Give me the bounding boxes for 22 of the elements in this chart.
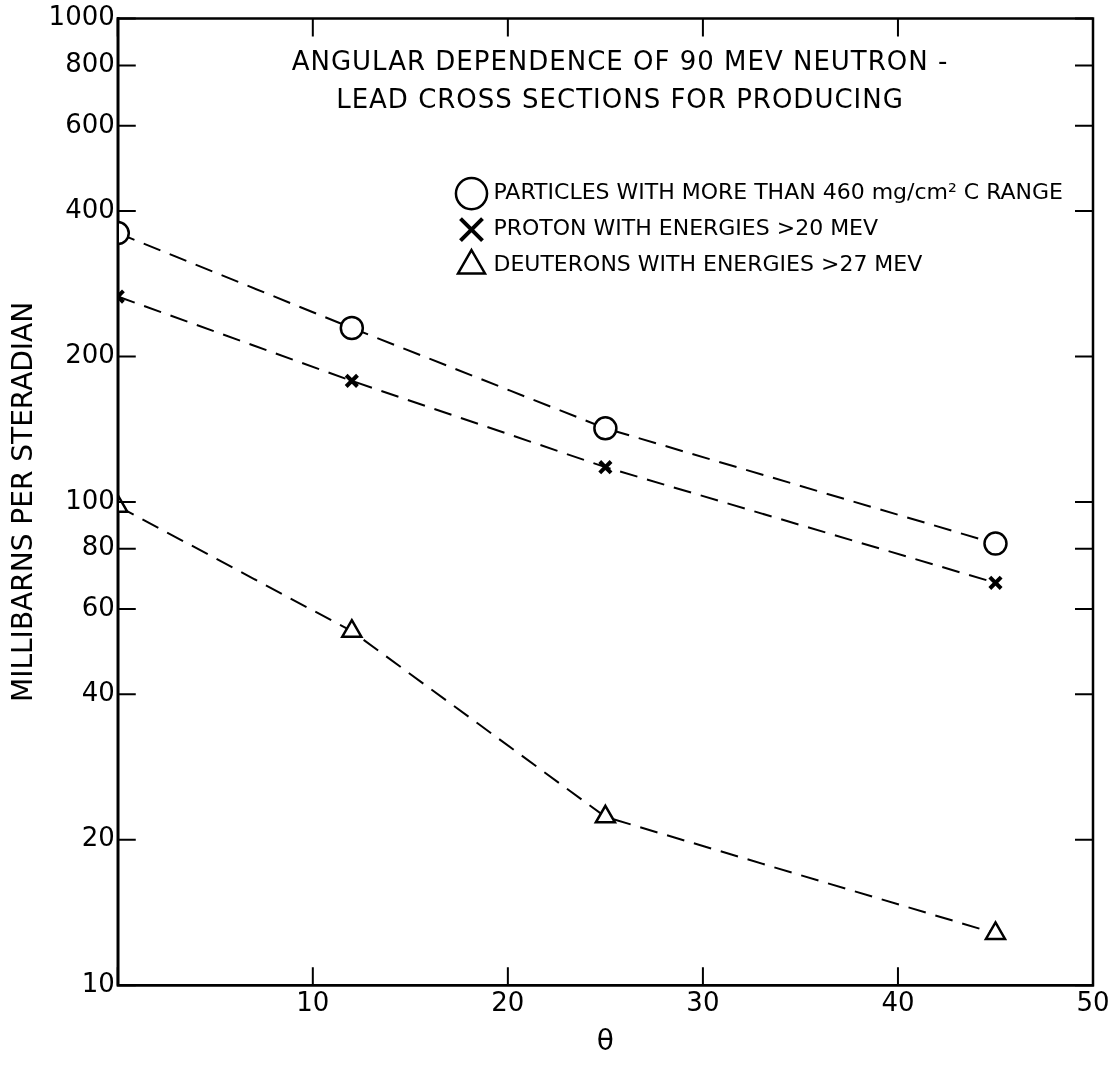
text: ANGULAR DEPENDENCE OF 90 MEV NEUTRON - LEAD CROSS SECTIONS FOR PRODUCING [290, 45, 950, 116]
y-tick-label: 800 [65, 48, 115, 79]
legend-label: PROTON WITH ENERGIES >20 MEV [493, 215, 879, 241]
x-axis-title: θ [596, 1024, 614, 1058]
x-tick-label: 10 [296, 986, 330, 1017]
y-tick-label: 80 [81, 531, 115, 562]
y-axis-title: MILLIBARNS PER STERADIAN [6, 301, 40, 702]
y-tick-label: 100 [65, 484, 115, 515]
x-tick-label: 30 [686, 986, 720, 1017]
y-tick-label: 400 [65, 193, 115, 224]
y-tick-label: 10 [81, 967, 115, 998]
x-tick-label: 40 [881, 986, 915, 1017]
y-tick-label: 20 [81, 822, 115, 853]
legend-label: DEUTERONS WITH ENERGIES >27 MEV [493, 251, 923, 277]
x-tick-label: 20 [491, 986, 525, 1017]
legend-label: PARTICLES WITH MORE THAN 460 mg/cm² C RANGE [493, 179, 1064, 205]
y-tick-label: 600 [65, 108, 115, 139]
y-tick-label: 40 [81, 676, 115, 707]
y-tick-label: 1000 [48, 1, 115, 32]
x-tick-label: 50 [1076, 986, 1110, 1017]
y-tick-label: 200 [65, 339, 115, 370]
y-tick-label: 60 [81, 591, 115, 622]
